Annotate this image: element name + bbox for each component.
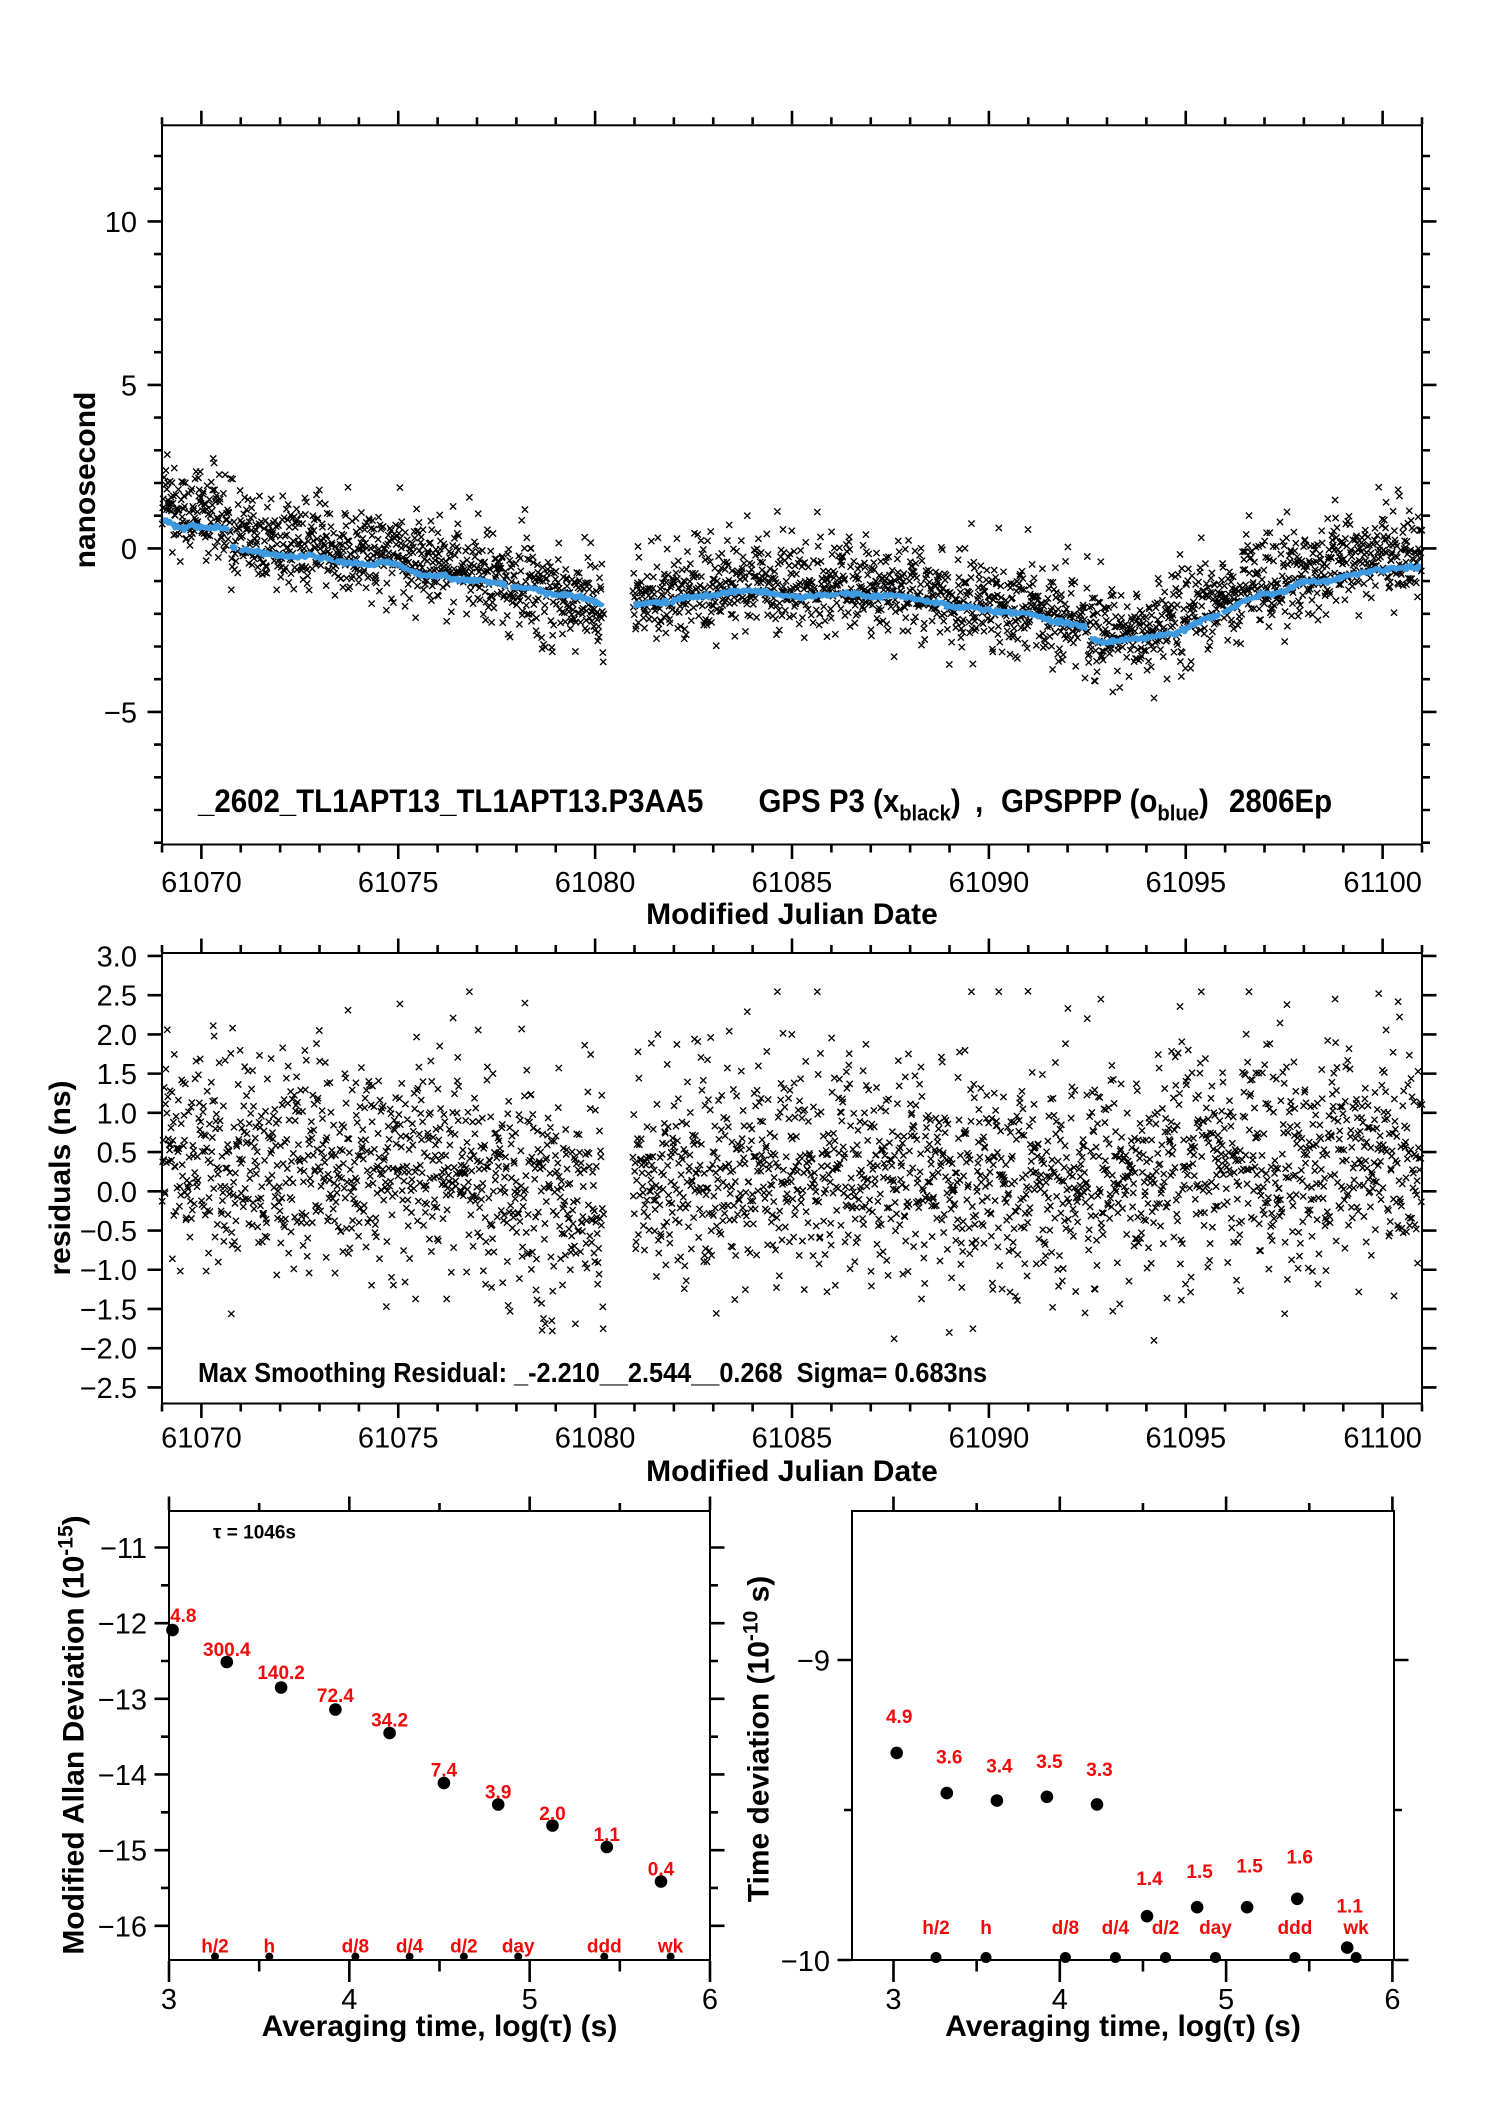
svg-text:0: 0 bbox=[121, 534, 137, 566]
svg-text:−1.5: −1.5 bbox=[80, 1295, 137, 1327]
svg-text:d/8: d/8 bbox=[342, 1937, 369, 1958]
svg-text:1.5: 1.5 bbox=[97, 1059, 137, 1091]
svg-text:4.8: 4.8 bbox=[170, 1606, 196, 1627]
svg-text:0.4: 0.4 bbox=[648, 1859, 675, 1880]
svg-text:3.3: 3.3 bbox=[1086, 1760, 1112, 1781]
svg-text:1.5: 1.5 bbox=[1186, 1862, 1213, 1883]
svg-text:−10: −10 bbox=[781, 1946, 830, 1978]
svg-text:d/8: d/8 bbox=[1052, 1918, 1079, 1939]
svg-text:140.2: 140.2 bbox=[257, 1663, 305, 1684]
svg-text:2.0: 2.0 bbox=[97, 1020, 137, 1052]
svg-text:3.6: 3.6 bbox=[936, 1748, 962, 1769]
svg-text:61080: 61080 bbox=[555, 1423, 636, 1455]
svg-text:−15: −15 bbox=[98, 1836, 147, 1868]
svg-text:ddd: ddd bbox=[587, 1937, 622, 1958]
svg-text:−14: −14 bbox=[98, 1760, 147, 1792]
svg-text:61095: 61095 bbox=[1145, 1423, 1226, 1455]
svg-text:Modified Julian Date: Modified Julian Date bbox=[646, 1455, 938, 1488]
svg-text:4: 4 bbox=[1052, 1984, 1068, 2016]
svg-text:residuals (ns): residuals (ns) bbox=[44, 1080, 77, 1275]
svg-text:wk: wk bbox=[657, 1937, 684, 1958]
svg-text:61100: 61100 bbox=[1343, 867, 1422, 899]
svg-text:61075: 61075 bbox=[358, 867, 439, 899]
svg-text:1.4: 1.4 bbox=[1136, 1869, 1163, 1890]
svg-text:day: day bbox=[1199, 1918, 1232, 1939]
svg-text:Modified Julian Date: Modified Julian Date bbox=[646, 898, 938, 931]
svg-text:d/2: d/2 bbox=[450, 1937, 477, 1958]
svg-text:1.1: 1.1 bbox=[1336, 1896, 1363, 1917]
svg-text:Averaging time, log(τ) (s): Averaging time, log(τ) (s) bbox=[262, 2010, 618, 2043]
svg-text:−11: −11 bbox=[100, 1533, 147, 1565]
svg-text:3: 3 bbox=[161, 1984, 177, 2016]
svg-text:5: 5 bbox=[522, 1984, 538, 2016]
svg-text:nanosecond: nanosecond bbox=[69, 392, 102, 569]
svg-text:3.5: 3.5 bbox=[1036, 1752, 1063, 1773]
svg-text:_2602_TL1APT13_TL1APT13.P3AA5: _2602_TL1APT13_TL1APT13.P3AA5 bbox=[197, 783, 703, 819]
svg-text:1.0: 1.0 bbox=[97, 1098, 137, 1130]
svg-text:3.0: 3.0 bbox=[97, 941, 137, 973]
svg-text:6: 6 bbox=[702, 1984, 718, 2016]
svg-text:h/2: h/2 bbox=[201, 1937, 228, 1958]
svg-text:3: 3 bbox=[885, 1984, 901, 2016]
svg-text:−1.0: −1.0 bbox=[80, 1255, 137, 1287]
svg-text:1.6: 1.6 bbox=[1286, 1847, 1312, 1868]
svg-text:τ = 1046s: τ = 1046s bbox=[213, 1523, 296, 1544]
svg-text:Time deviation (10-10 s): Time deviation (10-10 s) bbox=[740, 1576, 776, 1903]
svg-text:h: h bbox=[263, 1937, 275, 1958]
svg-text:61070: 61070 bbox=[161, 867, 242, 899]
svg-text:1.1: 1.1 bbox=[594, 1825, 621, 1846]
svg-text:−5: −5 bbox=[104, 697, 137, 729]
svg-text:300.4: 300.4 bbox=[203, 1640, 251, 1661]
svg-text:61070: 61070 bbox=[161, 1423, 242, 1455]
svg-text:7.4: 7.4 bbox=[431, 1761, 458, 1782]
svg-text:6: 6 bbox=[1384, 1984, 1400, 2016]
svg-text:61100: 61100 bbox=[1343, 1423, 1422, 1455]
svg-text:4.9: 4.9 bbox=[886, 1707, 912, 1728]
svg-text:h/2: h/2 bbox=[922, 1918, 949, 1939]
svg-text:Max Smoothing Residual: _-2.21: Max Smoothing Residual: _-2.210__2.544__… bbox=[198, 1357, 987, 1388]
svg-text:wk: wk bbox=[1342, 1918, 1369, 1939]
svg-text:d/4: d/4 bbox=[396, 1937, 424, 1958]
svg-text:,: , bbox=[975, 783, 983, 819]
svg-text:72.4: 72.4 bbox=[317, 1686, 354, 1707]
svg-text:0.0: 0.0 bbox=[97, 1177, 137, 1209]
svg-text:61085: 61085 bbox=[752, 867, 833, 899]
svg-text:61095: 61095 bbox=[1145, 867, 1226, 899]
svg-text:−13: −13 bbox=[98, 1684, 147, 1716]
svg-text:2.5: 2.5 bbox=[97, 981, 137, 1013]
svg-text:1.5: 1.5 bbox=[1236, 1856, 1263, 1877]
svg-text:−0.5: −0.5 bbox=[80, 1216, 137, 1248]
svg-text:5: 5 bbox=[1218, 1984, 1234, 2016]
svg-text:61090: 61090 bbox=[949, 1423, 1030, 1455]
svg-text:2.0: 2.0 bbox=[539, 1804, 565, 1825]
svg-text:34.2: 34.2 bbox=[371, 1710, 408, 1731]
svg-text:−16: −16 bbox=[98, 1911, 147, 1943]
svg-text:0.5: 0.5 bbox=[97, 1138, 137, 1170]
svg-text:61080: 61080 bbox=[555, 867, 636, 899]
svg-text:61090: 61090 bbox=[949, 867, 1030, 899]
svg-text:61075: 61075 bbox=[358, 1423, 439, 1455]
svg-text:3.9: 3.9 bbox=[485, 1782, 511, 1803]
svg-text:3.4: 3.4 bbox=[986, 1757, 1013, 1778]
svg-text:day: day bbox=[502, 1937, 535, 1958]
svg-text:h: h bbox=[980, 1918, 992, 1939]
svg-text:d/4: d/4 bbox=[1102, 1918, 1130, 1939]
svg-text:d/2: d/2 bbox=[1152, 1918, 1179, 1939]
svg-text:10: 10 bbox=[105, 207, 137, 239]
svg-text:Averaging time, log(τ) (s): Averaging time, log(τ) (s) bbox=[945, 2010, 1301, 2043]
svg-text:−9: −9 bbox=[797, 1646, 830, 1678]
svg-text:−2.0: −2.0 bbox=[80, 1334, 137, 1366]
svg-text:5: 5 bbox=[121, 370, 137, 402]
svg-text:Modified Allan Deviation (10-1: Modified Allan Deviation (10-15) bbox=[55, 1515, 91, 1954]
svg-text:ddd: ddd bbox=[1277, 1918, 1312, 1939]
svg-text:61085: 61085 bbox=[752, 1423, 833, 1455]
svg-text:−12: −12 bbox=[98, 1609, 147, 1641]
svg-text:4: 4 bbox=[341, 1984, 357, 2016]
svg-text:−2.5: −2.5 bbox=[80, 1373, 137, 1405]
svg-text:2806Ep: 2806Ep bbox=[1229, 783, 1332, 819]
